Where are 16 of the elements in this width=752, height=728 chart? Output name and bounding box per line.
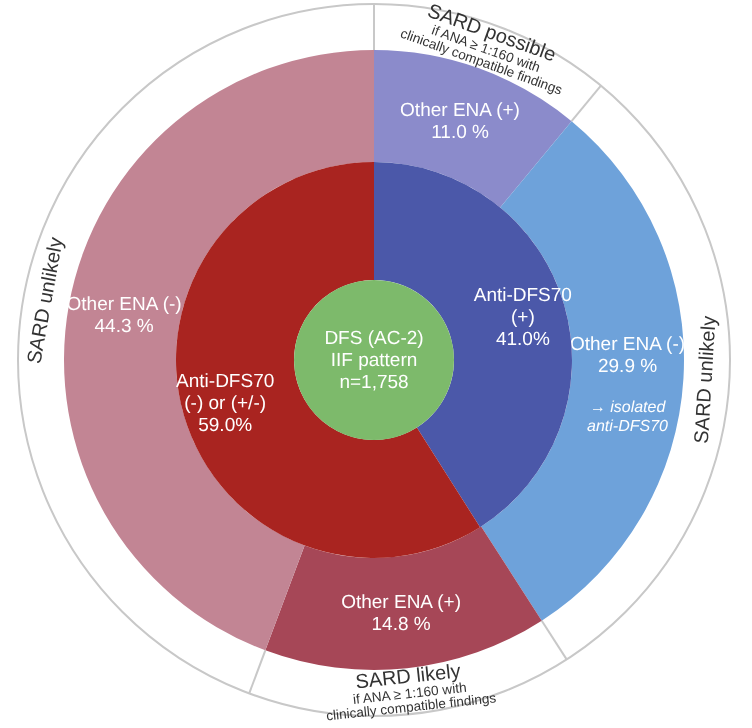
- data-label: 11.0 %: [431, 121, 491, 144]
- data-label: 29.9 %: [597, 355, 659, 378]
- data-label: 59.0%: [198, 414, 254, 437]
- slice-label: Other ENA (-): [570, 333, 686, 356]
- slice-label: Anti-DFS70 (-) or (+/-): [176, 370, 275, 415]
- data-label: 14.8 %: [371, 612, 432, 635]
- slice-label: Other ENA (-): [66, 292, 182, 315]
- slice-label: Other ENA (+): [341, 590, 462, 613]
- data-label: 41.0%: [495, 327, 551, 350]
- text: SARD unlikely: [691, 315, 722, 445]
- slice-label: Anti-DFS70 (+): [473, 283, 572, 328]
- text: SARD unlikely: [24, 235, 69, 366]
- text: → isolated anti-DFS70: [587, 397, 670, 435]
- data-label: 44.3 %: [94, 314, 155, 337]
- text: DFS (AC-2) IIF pattern n=1,758: [324, 327, 424, 394]
- slice-label: Other ENA (+): [400, 99, 520, 122]
